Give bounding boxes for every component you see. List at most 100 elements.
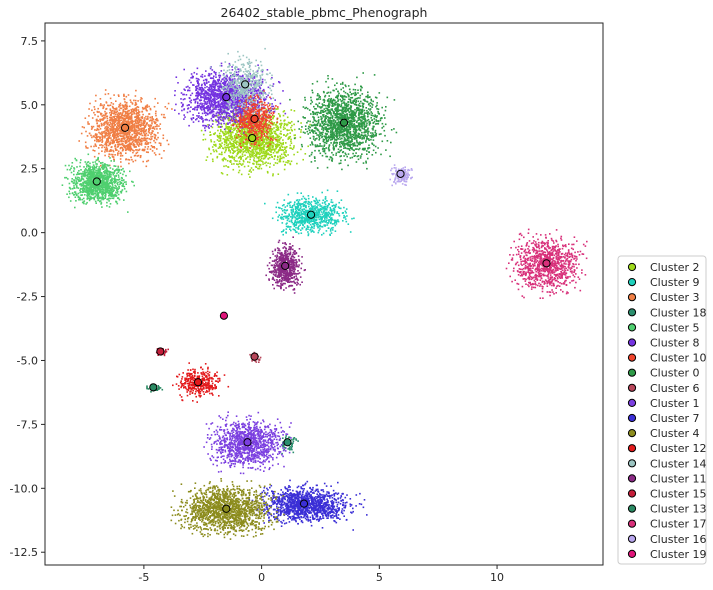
- data-point: [102, 106, 105, 109]
- data-point: [100, 162, 102, 165]
- data-point: [77, 171, 79, 174]
- data-point: [86, 174, 89, 177]
- data-point: [125, 145, 127, 147]
- data-point: [330, 201, 332, 203]
- data-point: [113, 121, 116, 124]
- data-point: [105, 188, 107, 190]
- data-point: [222, 158, 225, 160]
- data-point: [225, 126, 227, 128]
- data-point: [112, 153, 114, 156]
- data-point: [283, 134, 285, 136]
- data-point: [152, 118, 154, 120]
- data-point: [140, 142, 143, 145]
- data-point: [92, 174, 94, 176]
- data-point: [100, 203, 102, 205]
- data-point: [232, 116, 235, 119]
- data-point: [97, 115, 99, 118]
- data-point: [320, 211, 323, 213]
- data-point: [94, 133, 97, 135]
- data-point: [211, 69, 214, 71]
- data-point: [86, 190, 88, 192]
- data-point: [116, 113, 119, 115]
- data-point: [93, 106, 96, 108]
- data-point: [135, 108, 138, 111]
- data-point: [258, 148, 260, 150]
- data-point: [280, 130, 282, 133]
- data-point: [86, 198, 88, 200]
- data-point: [322, 232, 325, 235]
- data-point: [113, 170, 116, 173]
- data-point: [99, 168, 101, 170]
- data-point: [261, 155, 263, 158]
- data-point: [85, 180, 87, 182]
- data-point: [101, 140, 104, 142]
- data-point: [242, 160, 245, 163]
- data-point: [213, 150, 215, 153]
- data-point: [236, 90, 238, 92]
- data-point: [211, 126, 214, 129]
- data-point: [249, 158, 251, 161]
- data-point: [334, 205, 337, 208]
- data-point: [153, 147, 156, 149]
- data-point: [318, 216, 320, 219]
- data-point: [138, 142, 141, 144]
- data-point: [140, 132, 143, 135]
- data-point: [74, 196, 77, 198]
- data-point: [88, 132, 91, 135]
- data-point: [231, 128, 233, 131]
- data-point: [274, 162, 277, 164]
- data-point: [281, 216, 283, 219]
- data-point: [144, 146, 147, 148]
- data-point: [261, 143, 264, 146]
- data-point: [281, 149, 284, 151]
- data-point: [89, 195, 91, 198]
- data-point: [77, 196, 80, 199]
- data-point: [323, 220, 326, 222]
- data-point: [338, 213, 340, 215]
- data-point: [148, 128, 150, 130]
- data-point: [130, 110, 133, 112]
- data-point: [311, 206, 314, 209]
- data-point: [118, 123, 121, 126]
- data-point: [80, 178, 83, 180]
- data-point: [117, 124, 119, 126]
- data-point: [104, 154, 106, 157]
- data-point: [108, 170, 110, 173]
- data-point: [296, 199, 299, 201]
- data-point: [227, 166, 229, 168]
- data-point: [113, 178, 115, 180]
- data-point: [201, 112, 204, 115]
- data-point: [240, 132, 242, 135]
- data-point: [229, 98, 231, 100]
- data-point: [102, 191, 105, 193]
- data-point: [281, 204, 284, 207]
- data-point: [279, 217, 282, 219]
- data-point: [121, 114, 123, 116]
- data-point: [135, 129, 137, 131]
- data-point: [98, 176, 101, 179]
- data-point: [309, 123, 311, 126]
- data-point: [332, 208, 335, 210]
- data-point: [246, 145, 248, 147]
- data-point: [225, 113, 228, 116]
- data-point: [318, 199, 321, 202]
- data-point: [89, 171, 92, 173]
- data-point: [286, 215, 289, 217]
- data-point: [144, 126, 146, 128]
- data-point: [91, 166, 94, 168]
- data-point: [107, 130, 110, 133]
- data-point: [101, 146, 103, 149]
- data-point: [318, 218, 321, 221]
- data-point: [117, 174, 120, 176]
- data-point: [142, 124, 144, 126]
- data-point: [268, 144, 270, 146]
- data-point: [229, 160, 231, 163]
- data-point: [223, 165, 225, 168]
- data-point: [78, 170, 80, 172]
- data-point: [206, 106, 208, 108]
- data-point: [228, 131, 231, 133]
- data-point: [112, 149, 114, 152]
- data-point: [295, 223, 297, 225]
- data-point: [135, 89, 137, 92]
- data-point: [99, 189, 102, 192]
